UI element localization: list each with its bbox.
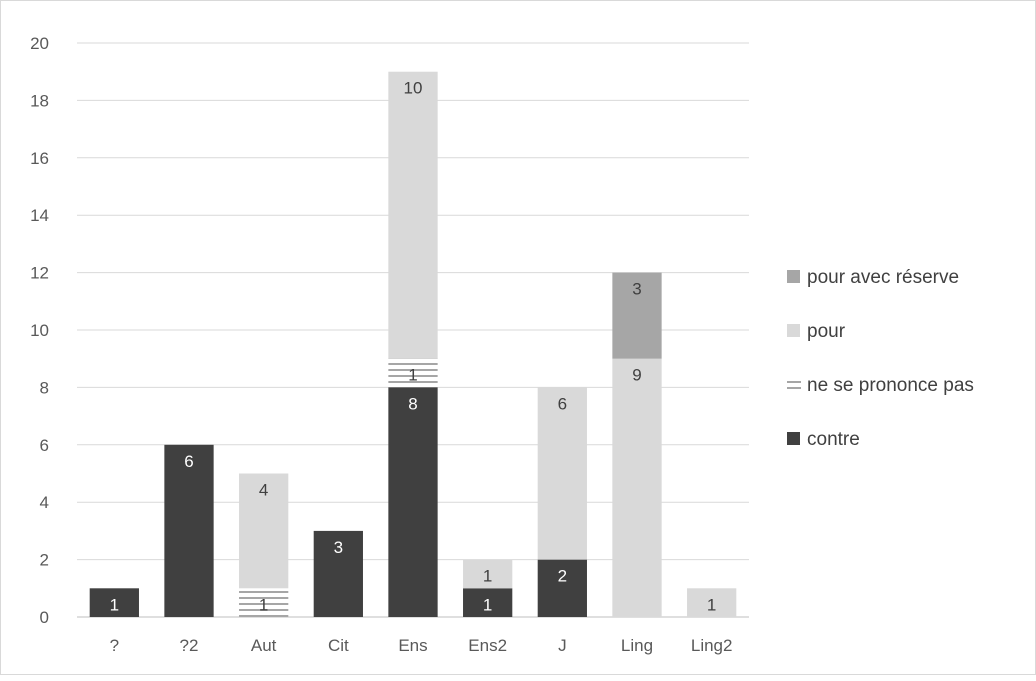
data-label: 9: [632, 366, 641, 385]
x-tick-label: Ens2: [468, 636, 507, 655]
data-label: 2: [558, 567, 567, 586]
x-axis-ticks: ? ?2 Aut Cit Ens Ens2 J Ling Ling2: [110, 636, 733, 655]
y-tick-label: 6: [40, 436, 49, 455]
y-tick-label: 12: [30, 264, 49, 283]
bar-segment: [537, 387, 587, 560]
data-label: 1: [483, 567, 492, 586]
data-label: 3: [334, 538, 343, 557]
bar-segment: [239, 473, 289, 589]
legend-label: pour: [807, 321, 846, 342]
legend-swatch: [787, 270, 800, 283]
x-tick-label: Ling2: [691, 636, 733, 655]
bar-segment: [463, 559, 513, 589]
y-axis-ticks: 0 2 4 6 8 10 12 14 16 18 20: [30, 34, 49, 627]
bar-segment: [463, 588, 513, 617]
y-tick-label: 14: [30, 206, 49, 225]
y-tick-label: 8: [40, 378, 49, 397]
y-tick-label: 2: [40, 551, 49, 570]
y-tick-label: 16: [30, 149, 49, 168]
data-label: 3: [632, 280, 641, 299]
bar-segment: [313, 530, 363, 617]
bar-segment: [612, 358, 662, 617]
data-label: 6: [558, 394, 567, 413]
y-tick-label: 20: [30, 34, 49, 53]
bar-segment: [612, 272, 662, 359]
x-tick-label: ?: [110, 636, 119, 655]
y-tick-label: 0: [40, 608, 49, 627]
legend-label: contre: [807, 429, 860, 450]
bar-segment: [687, 588, 737, 617]
data-label: 1: [483, 595, 492, 614]
bar-segment: [388, 387, 438, 617]
data-labels: 1 6 1 4 3 8 1 10 1 1 2 6 9 3 1: [110, 79, 717, 615]
y-tick-label: 10: [30, 321, 49, 340]
x-tick-label: Aut: [251, 636, 277, 655]
x-tick-label: Ling: [621, 636, 653, 655]
data-label: 4: [259, 481, 268, 500]
legend-label: pour avec réserve: [807, 267, 959, 288]
bar-segment: [239, 588, 289, 617]
bar-segment: [89, 588, 139, 617]
bar-segment: [388, 71, 438, 359]
data-label: 10: [404, 79, 423, 98]
data-label: 1: [259, 595, 268, 614]
bar-segment: [388, 358, 438, 388]
x-tick-label: Ens: [398, 636, 427, 655]
data-label: 1: [110, 595, 119, 614]
bar-segment: [537, 559, 587, 617]
x-tick-label: ?2: [180, 636, 199, 655]
y-tick-label: 18: [30, 91, 49, 110]
data-label: 1: [408, 366, 417, 385]
legend: pour avec réserve pour ne se prononce pas c…: [787, 267, 974, 450]
data-label: 1: [707, 595, 716, 614]
data-label: 6: [184, 452, 193, 471]
y-tick-label: 4: [40, 493, 49, 512]
legend-swatch: [787, 432, 800, 445]
bar-segment: [164, 444, 214, 617]
data-label: 8: [408, 394, 417, 413]
legend-label: ne se prononce pas: [807, 375, 974, 396]
legend-swatch: [787, 324, 800, 337]
bars: [89, 71, 737, 617]
x-tick-label: Cit: [328, 636, 349, 655]
x-tick-label: J: [558, 636, 567, 655]
